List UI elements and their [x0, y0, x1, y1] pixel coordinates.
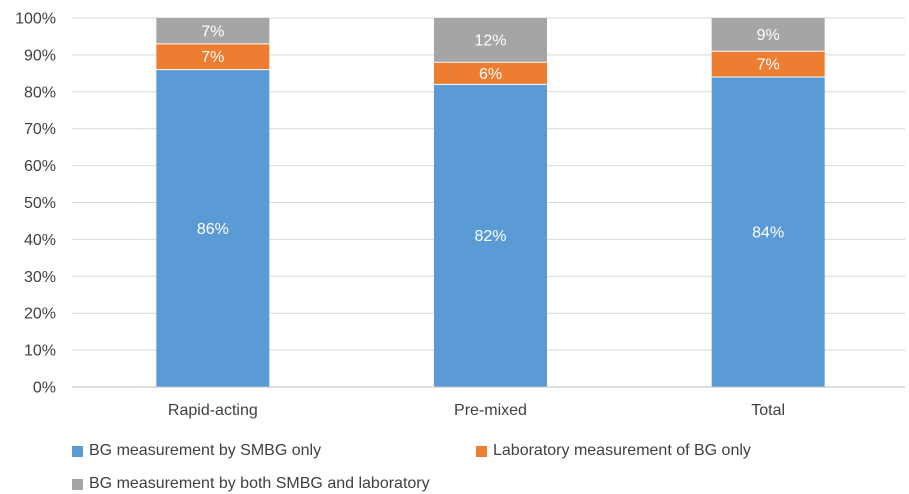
- x-tick-label: Rapid-acting: [168, 402, 258, 419]
- x-tick-label: Pre-mixed: [454, 402, 527, 419]
- legend-swatch-smbg-only: [72, 445, 83, 457]
- stacked-bar-chart: 0% 10% 20% 30% 40% 50% 60% 70% 80% 90% 100% Rapid-a…: [15, 11, 905, 419]
- legend-label-both: BG measurement by both SMBG and laborato…: [89, 475, 430, 492]
- bar-segment: [156, 18, 270, 44]
- y-tick-label: 100%: [15, 11, 56, 28]
- bar-segment: [711, 51, 825, 78]
- bar-segment: [434, 62, 547, 85]
- y-tick-label: 60%: [24, 158, 56, 175]
- data-label: 7%: [201, 49, 224, 66]
- y-tick-label: 40%: [24, 232, 56, 249]
- data-label: 12%: [474, 33, 506, 50]
- legend-label-smbg-only: BG measurement by SMBG only: [89, 442, 322, 459]
- data-label: 84%: [752, 225, 784, 242]
- data-label: 7%: [757, 57, 780, 74]
- y-tick-label: 20%: [24, 306, 56, 323]
- legend-item-laboratory-only: Laboratory measurement of BG only: [476, 442, 751, 460]
- legend-swatch-both: [72, 478, 83, 490]
- bar-segment: [156, 69, 270, 387]
- data-label: 82%: [474, 228, 506, 245]
- bar-segment: [711, 18, 825, 52]
- bar-segment: [156, 43, 270, 70]
- y-tick-label: 30%: [24, 269, 56, 286]
- y-tick-label: 80%: [24, 84, 56, 101]
- bar-segment: [711, 77, 825, 387]
- legend-item-both: BG measurement by both SMBG and laborato…: [72, 475, 430, 493]
- data-label: 86%: [197, 221, 229, 238]
- y-tick-label: 50%: [24, 195, 56, 212]
- y-tick-label: 70%: [24, 121, 56, 138]
- y-tick-label: 90%: [24, 47, 56, 64]
- data-label: 7%: [201, 23, 224, 40]
- data-label: 6%: [479, 66, 502, 83]
- y-tick-label: 0%: [33, 380, 56, 397]
- bar-segment: [434, 18, 547, 63]
- y-tick-label: 10%: [24, 343, 56, 360]
- legend-label-laboratory-only: Laboratory measurement of BG only: [493, 442, 751, 459]
- data-label: 9%: [757, 27, 780, 44]
- legend-swatch-laboratory-only: [476, 445, 487, 457]
- bar-segment: [434, 84, 547, 388]
- x-tick-label: Total: [751, 402, 785, 419]
- legend-item-smbg-only: BG measurement by SMBG only: [72, 442, 321, 460]
